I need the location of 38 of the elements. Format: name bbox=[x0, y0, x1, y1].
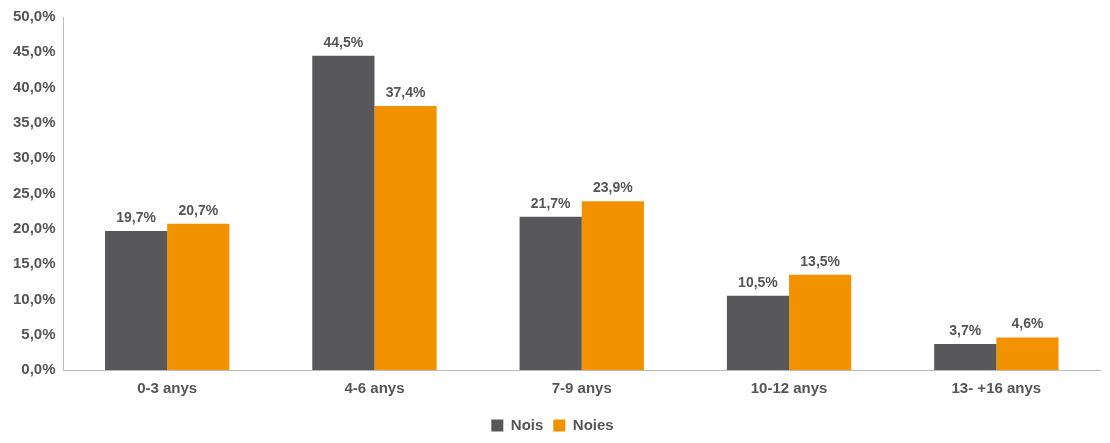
legend-label: Noies bbox=[572, 415, 614, 433]
y-tick-label: 10,0% bbox=[12, 289, 56, 307]
y-tick-label: 25,0% bbox=[12, 183, 56, 201]
legend-label: Nois bbox=[510, 415, 544, 433]
data-label: 21,7% bbox=[530, 194, 572, 211]
x-tick-label: 13- +16 anys bbox=[951, 379, 1042, 397]
bar bbox=[581, 201, 644, 370]
data-label: 20,7% bbox=[178, 201, 219, 218]
bar bbox=[996, 337, 1059, 370]
y-tick-label: 15,0% bbox=[12, 254, 56, 272]
x-tick-label: 4-6 anys bbox=[344, 379, 405, 397]
bar bbox=[167, 223, 230, 370]
y-tick-label: 50,0% bbox=[12, 7, 56, 25]
data-label: 44,5% bbox=[323, 33, 364, 50]
bar bbox=[934, 343, 997, 370]
bar bbox=[312, 55, 375, 370]
data-label: 3,7% bbox=[949, 321, 982, 338]
y-tick-label: 20,0% bbox=[12, 218, 56, 236]
bar bbox=[374, 105, 437, 370]
y-tick-label: 0,0% bbox=[21, 360, 56, 378]
x-tick-label: 0-3 anys bbox=[137, 379, 198, 397]
data-label: 23,9% bbox=[593, 179, 634, 196]
y-tick-label: 45,0% bbox=[12, 42, 56, 60]
data-label: 37,4% bbox=[385, 83, 426, 100]
bar bbox=[789, 274, 852, 370]
y-tick-label: 30,0% bbox=[12, 148, 56, 166]
data-label: 4,6% bbox=[1011, 315, 1044, 332]
y-tick-label: 40,0% bbox=[12, 77, 56, 95]
data-label: 10,5% bbox=[738, 273, 779, 290]
y-tick-label: 35,0% bbox=[12, 113, 56, 131]
bar bbox=[104, 230, 168, 370]
y-tick-label: 5,0% bbox=[21, 324, 56, 342]
data-label: 19,7% bbox=[116, 208, 157, 225]
x-tick-label: 10-12 anys bbox=[750, 379, 828, 397]
data-label: 13,5% bbox=[800, 252, 841, 269]
x-tick-label: 7-9 anys bbox=[551, 379, 612, 397]
bar bbox=[519, 216, 582, 370]
bar bbox=[726, 295, 790, 370]
